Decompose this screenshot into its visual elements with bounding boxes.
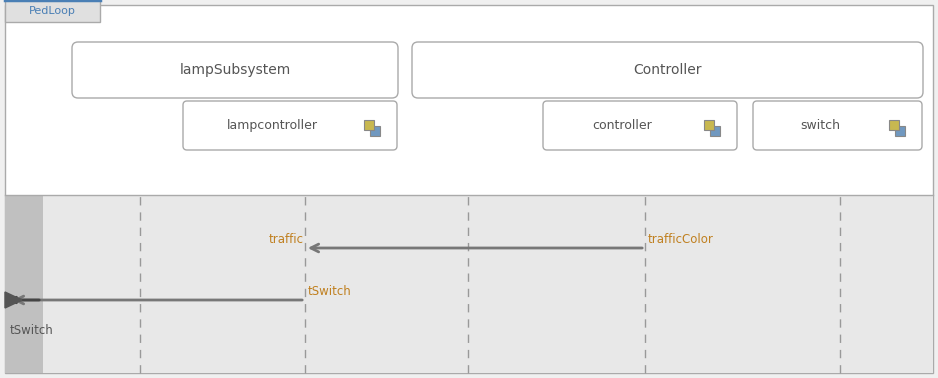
- FancyBboxPatch shape: [370, 125, 380, 135]
- FancyBboxPatch shape: [5, 195, 43, 373]
- FancyBboxPatch shape: [753, 101, 922, 150]
- FancyBboxPatch shape: [889, 119, 899, 130]
- FancyBboxPatch shape: [72, 42, 398, 98]
- Text: Controller: Controller: [633, 63, 702, 77]
- Text: controller: controller: [593, 119, 652, 132]
- FancyBboxPatch shape: [543, 101, 737, 150]
- Text: PedLoop: PedLoop: [29, 6, 76, 16]
- Text: tSwitch: tSwitch: [10, 324, 53, 336]
- FancyBboxPatch shape: [5, 195, 933, 373]
- Text: lampSubsystem: lampSubsystem: [179, 63, 291, 77]
- FancyBboxPatch shape: [710, 125, 720, 135]
- FancyBboxPatch shape: [183, 101, 397, 150]
- Text: tSwitch: tSwitch: [308, 285, 352, 298]
- Text: trafficColor: trafficColor: [648, 233, 714, 246]
- FancyBboxPatch shape: [5, 5, 933, 373]
- FancyBboxPatch shape: [895, 125, 905, 135]
- Text: switch: switch: [800, 119, 840, 132]
- FancyBboxPatch shape: [364, 119, 374, 130]
- Text: lampcontroller: lampcontroller: [227, 119, 318, 132]
- FancyBboxPatch shape: [704, 119, 714, 130]
- Text: traffic: traffic: [269, 233, 304, 246]
- FancyBboxPatch shape: [412, 42, 923, 98]
- FancyBboxPatch shape: [5, 0, 100, 22]
- Polygon shape: [5, 292, 22, 308]
